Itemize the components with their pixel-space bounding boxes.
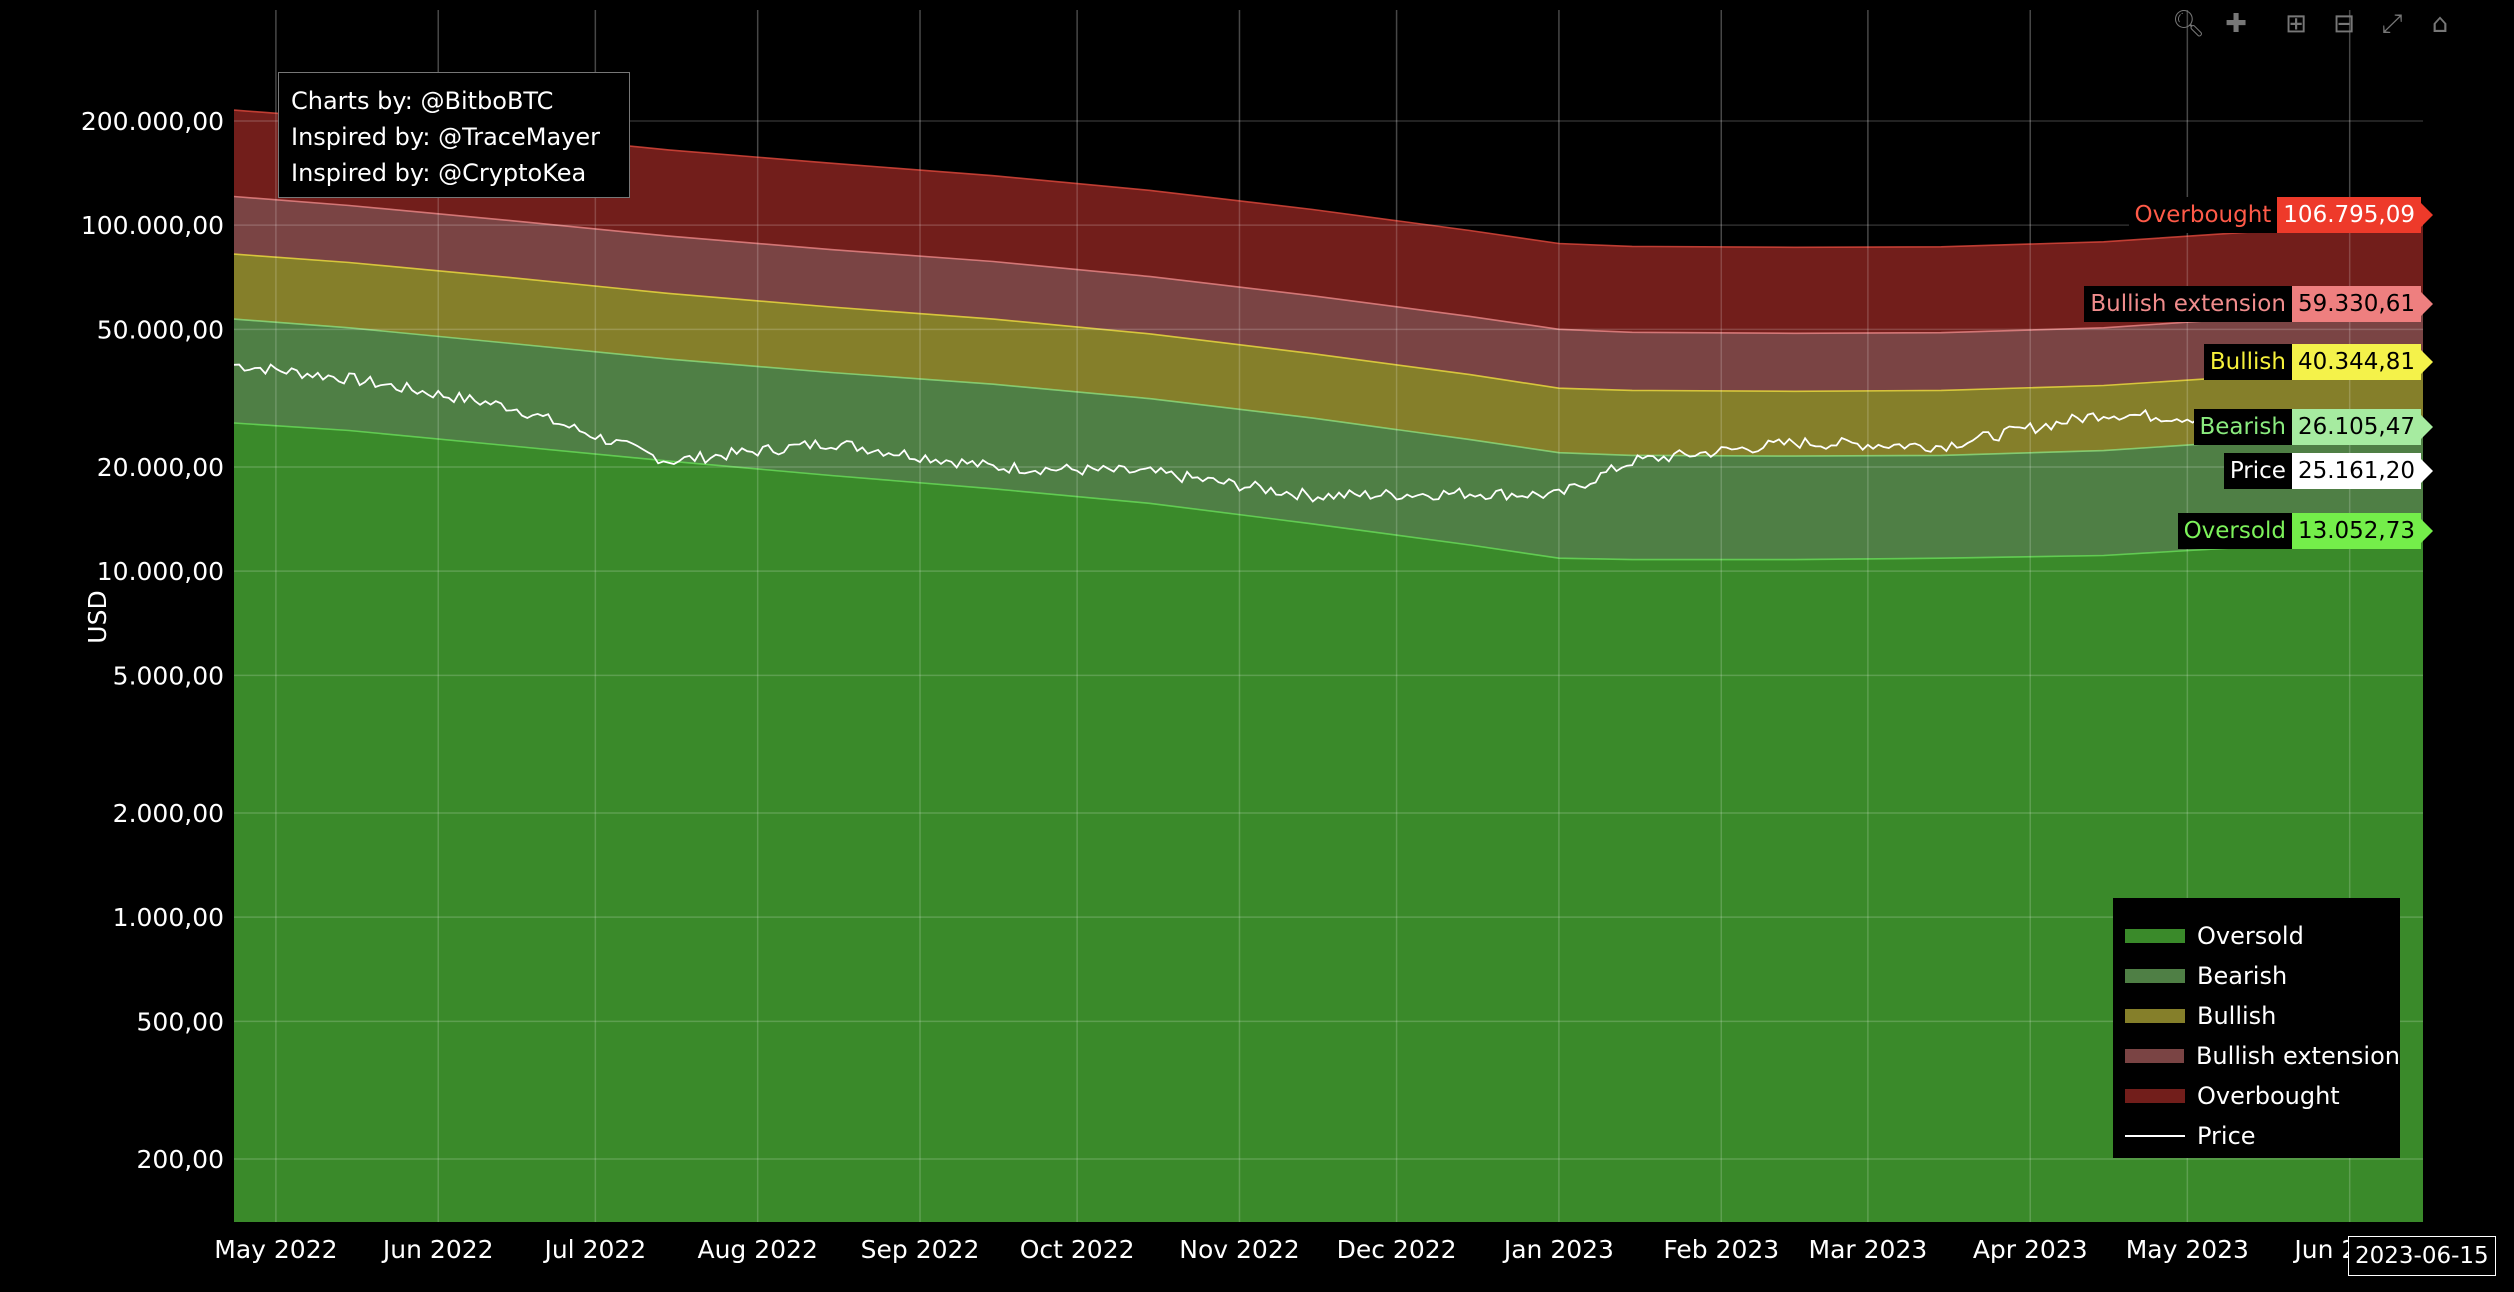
legend-item-bearish[interactable]: Bearish <box>2125 956 2400 996</box>
legend-label: Overbought <box>2197 1082 2340 1110</box>
legend-swatch <box>2125 1135 2185 1137</box>
end-label-name: Bullish extension <box>2084 285 2292 322</box>
autoscale-icon[interactable]: ⤢ <box>2381 9 2403 39</box>
credit-line: Inspired by: @TraceMayer <box>291 123 600 151</box>
legend-item-oversold[interactable]: Oversold <box>2125 916 2400 956</box>
legend-item-overbought[interactable]: Overbought <box>2125 1076 2400 1116</box>
x-tick-label: Apr 2023 <box>1973 1235 2088 1264</box>
legend-swatch <box>2125 1049 2184 1063</box>
y-axis: 200,00 500,00 1.000,00 2.000,00 5.000,00 10.0… <box>81 107 224 1174</box>
end-label-value: 13.052,73 <box>2291 513 2434 550</box>
end-label-name: Bearish <box>2193 408 2292 445</box>
end-label-name: Overbought <box>2128 197 2278 234</box>
end-label-name: Bullish <box>2203 343 2292 380</box>
end-label-overbought: Overbought 106.795,09 <box>2128 197 2433 234</box>
band-bullish-extension <box>234 196 2423 392</box>
y-axis-title: USD <box>83 590 112 643</box>
legend-item-bullish[interactable]: Bullish <box>2125 996 2400 1036</box>
legend-label: Oversold <box>2197 922 2304 950</box>
x-tick-label: May 2022 <box>214 1235 337 1264</box>
x-tick-label: Mar 2023 <box>1809 1235 1928 1264</box>
y-tick-label: 200,00 <box>137 1145 224 1174</box>
zoom-in-icon[interactable]: ⊞ <box>2285 9 2307 39</box>
band-oversold <box>234 423 2423 1222</box>
price-series <box>233 363 2424 503</box>
end-label-value: 25.161,20 <box>2291 452 2434 489</box>
y-tick-label: 10.000,00 <box>97 557 224 586</box>
band-areas <box>233 109 2424 1222</box>
band-edge-bearish <box>233 318 2424 457</box>
band-overbought <box>234 110 2423 334</box>
legend-label: Bullish <box>2197 1002 2277 1030</box>
band-edge-oversold <box>233 422 2424 561</box>
y-tick-label: 50.000,00 <box>97 315 224 344</box>
credit-line: Inspired by: @CryptoKea <box>291 159 587 187</box>
x-tick-label: Feb 2023 <box>1663 1235 1779 1264</box>
legend-swatch <box>2125 969 2185 983</box>
end-label-price: Price 25.161,20 <box>2223 452 2434 489</box>
x-tick-label: Jan 2023 <box>1502 1235 1614 1264</box>
end-label-name: Oversold <box>2177 513 2292 550</box>
hover-x-label: 2023-06-15 <box>2348 1236 2496 1276</box>
band-edge-bullish-extension <box>233 195 2424 335</box>
end-label-oversold: Oversold 13.052,73 <box>2177 513 2434 550</box>
y-tick-label: 1.000,00 <box>113 903 224 932</box>
end-label-value: 106.795,09 <box>2277 197 2433 234</box>
legend-item-price[interactable]: Price <box>2125 1116 2400 1156</box>
y-tick-label: 5.000,00 <box>113 661 224 690</box>
zoom-out-icon[interactable]: ⊟ <box>2333 9 2355 39</box>
band-edge-bullish <box>233 253 2424 393</box>
end-label-bearish: Bearish 26.105,47 <box>2193 408 2434 445</box>
credits-box: Charts by: @BitboBTC Inspired by: @Trace… <box>278 72 630 198</box>
x-tick-label: Sep 2022 <box>861 1235 980 1264</box>
y-tick-label: 20.000,00 <box>97 453 224 482</box>
band-bullish <box>234 254 2423 457</box>
band-bearish <box>234 319 2423 560</box>
x-tick-label: Oct 2022 <box>1020 1235 1135 1264</box>
y-tick-label: 100.000,00 <box>81 211 224 240</box>
end-label-bullish: Bullish 40.344,81 <box>2203 343 2434 380</box>
legend-swatch <box>2125 1089 2185 1103</box>
legend-swatch <box>2125 1009 2185 1023</box>
pan-icon[interactable]: ✚ <box>2225 9 2247 39</box>
y-tick-label: 200.000,00 <box>81 107 224 136</box>
legend-label: Bullish extension <box>2195 1042 2400 1070</box>
legend-swatch <box>2125 929 2185 943</box>
x-tick-label: Jul 2022 <box>542 1235 646 1264</box>
y-tick-label: 500,00 <box>137 1007 224 1036</box>
legend: Oversold Bearish Bullish Bullish extension O… <box>2113 898 2400 1158</box>
credit-line: Charts by: @BitboBTC <box>291 87 554 115</box>
reset-axes-icon[interactable]: ⌂ <box>2431 9 2449 39</box>
x-tick-label: Aug 2022 <box>697 1235 817 1264</box>
x-tick-label: Jun 2022 <box>381 1235 494 1264</box>
legend-item-bullish-extension[interactable]: Bullish extension <box>2125 1036 2400 1076</box>
y-tick-label: 2.000,00 <box>113 799 224 828</box>
x-tick-label: May 2023 <box>2126 1235 2249 1264</box>
end-label-value: 26.105,47 <box>2291 408 2434 445</box>
x-tick-label: Dec 2022 <box>1337 1235 1457 1264</box>
zoom-icon[interactable]: 🔍︎ <box>2172 9 2206 39</box>
end-label-value: 40.344,81 <box>2291 343 2434 380</box>
end-label-name: Price <box>2223 452 2292 489</box>
x-tick-label: Nov 2022 <box>1179 1235 1299 1264</box>
legend-label: Price <box>2197 1122 2256 1150</box>
modebar: 🔍︎ ✚ ⊞ ⊟ ⤢ ⌂ <box>2160 8 2460 44</box>
end-label-value: 59.330,61 <box>2291 285 2434 322</box>
x-axis: May 2022 Jun 2022 Jul 2022 Aug 2022 Sep 2022… <box>214 1235 2405 1264</box>
price-line <box>233 363 2424 503</box>
legend-label: Bearish <box>2197 962 2288 990</box>
end-label-bullish-extension: Bullish extension 59.330,61 <box>2084 285 2434 322</box>
